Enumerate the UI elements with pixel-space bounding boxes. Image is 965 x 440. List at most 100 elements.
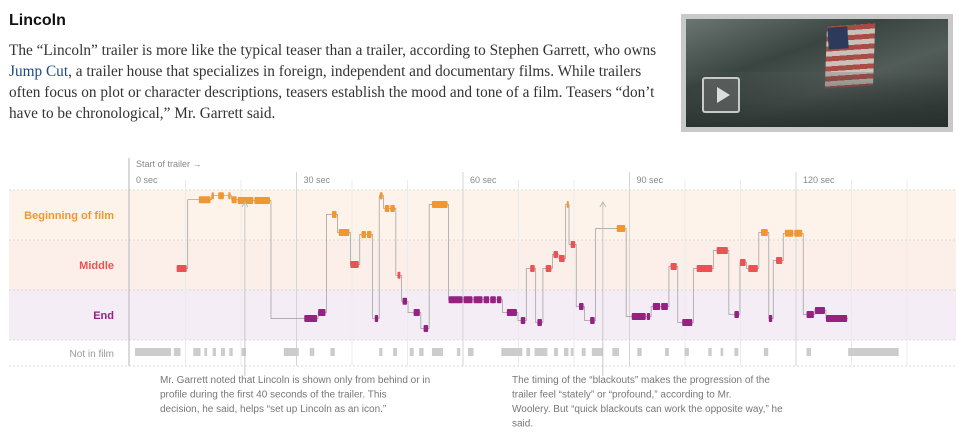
intro-text-before: The “Lincoln” trailer is more like the t… xyxy=(9,42,657,59)
segment-end xyxy=(537,319,542,326)
blackout-segment xyxy=(212,348,217,356)
segment-middle xyxy=(545,265,552,272)
segment-middle xyxy=(553,251,559,258)
row-label-beginning: Beginning of film xyxy=(24,210,114,222)
segment-beginning xyxy=(794,229,803,237)
segment-end xyxy=(825,315,848,322)
segment-middle xyxy=(350,261,359,268)
segment-beginning xyxy=(384,205,390,212)
blackout-segment xyxy=(501,348,523,356)
row-band-beginning xyxy=(9,190,956,240)
segment-end xyxy=(304,315,318,322)
blackout-segment xyxy=(581,348,586,356)
blackout-segment xyxy=(204,348,208,356)
blackout-segment xyxy=(734,348,739,356)
segment-end xyxy=(483,296,490,304)
segment-end xyxy=(402,297,408,305)
segment-beginning xyxy=(218,192,224,200)
annotation-arrow xyxy=(241,201,249,208)
blackout-segment xyxy=(419,348,424,356)
segment-beginning xyxy=(366,231,372,238)
segment-beginning xyxy=(431,201,448,208)
segment-beginning xyxy=(566,201,569,208)
video-still xyxy=(686,19,948,127)
annotation-arrow xyxy=(599,201,607,208)
segments xyxy=(176,192,848,332)
segment-end xyxy=(734,311,739,318)
jump-cut-link[interactable]: Jump Cut xyxy=(9,63,69,80)
segment-beginning xyxy=(390,205,395,212)
annotations: Mr. Garrett noted that Lincoln is shown … xyxy=(160,201,783,430)
segment-middle xyxy=(716,247,728,254)
segment-end xyxy=(579,303,584,310)
segment-end xyxy=(473,296,483,304)
segment-middle xyxy=(176,265,187,272)
blackout-segment xyxy=(665,348,669,356)
intro-paragraph: The “Lincoln” trailer is more like the t… xyxy=(9,40,669,124)
trailer-timeline-chart: Beginning of film Middle End Not in film St… xyxy=(9,158,956,430)
segment-beginning xyxy=(338,229,350,236)
blackout-segment xyxy=(534,348,548,356)
segment-end xyxy=(661,303,668,310)
blackout-segment xyxy=(431,348,444,356)
segment-beginning xyxy=(237,197,254,204)
blackout-segment xyxy=(554,348,558,356)
blackout-segment xyxy=(564,348,569,356)
blackout-segment xyxy=(221,348,225,356)
annotation-text: Mr. Garrett noted that Lincoln is shown … xyxy=(160,375,430,415)
segment-end xyxy=(682,319,693,326)
blackout-segment xyxy=(283,348,299,356)
tick-label: 90 sec xyxy=(637,175,664,185)
blackout-segment xyxy=(591,348,603,356)
grid-lines xyxy=(128,158,908,366)
segment-end xyxy=(318,309,326,316)
blackout-segment xyxy=(612,348,619,356)
segment-end xyxy=(646,313,651,320)
row-label-none: Not in film xyxy=(70,349,114,360)
segment-end xyxy=(520,317,526,324)
x-axis-ticks: Start of trailer → 0 sec 30 sec 60 sec 90 se… xyxy=(136,159,835,185)
segment-end xyxy=(768,315,773,322)
segment-beginning xyxy=(361,231,366,238)
blackout-segment xyxy=(720,348,724,356)
segment-middle xyxy=(559,255,565,262)
blackout-segment xyxy=(684,348,689,356)
blackout-segment xyxy=(526,348,531,356)
blackout-segment xyxy=(379,348,383,356)
tick-label: 30 sec xyxy=(304,175,331,185)
blackout-marks xyxy=(135,348,899,356)
segment-middle xyxy=(570,241,576,248)
segment-beginning xyxy=(211,192,214,200)
segment-end xyxy=(631,313,646,320)
blackout-segment xyxy=(409,348,414,356)
segment-middle xyxy=(739,259,746,266)
row-labels: Beginning of film Middle End Not in film xyxy=(24,210,114,360)
segment-middle xyxy=(776,257,783,264)
blackout-segment xyxy=(806,348,811,356)
segment-beginning xyxy=(254,197,270,204)
segment-end xyxy=(496,296,502,304)
blackout-segment xyxy=(468,348,474,356)
start-of-trailer-label: Start of trailer → xyxy=(136,159,202,169)
tick-label: 0 sec xyxy=(136,175,158,185)
segment-middle xyxy=(670,263,677,270)
segment-beginning xyxy=(784,229,794,237)
segment-end xyxy=(490,296,496,304)
row-bands xyxy=(9,189,956,367)
blackout-segment xyxy=(309,348,315,356)
segment-beginning xyxy=(198,196,211,204)
segment-middle xyxy=(696,265,713,272)
blackout-segment xyxy=(330,348,335,356)
segment-beginning xyxy=(228,192,231,200)
row-label-middle: Middle xyxy=(79,260,114,272)
segment-end xyxy=(806,311,814,318)
segment-beginning xyxy=(761,229,768,236)
blackout-segment xyxy=(637,348,642,356)
play-icon[interactable] xyxy=(702,77,740,113)
intro-text-after: , a trailer house that specializes in fo… xyxy=(9,63,655,122)
blackout-segment xyxy=(135,348,172,356)
video-thumbnail[interactable] xyxy=(681,14,953,132)
segment-end xyxy=(448,296,463,304)
segment-end xyxy=(413,309,420,316)
segment-middle xyxy=(397,271,401,279)
